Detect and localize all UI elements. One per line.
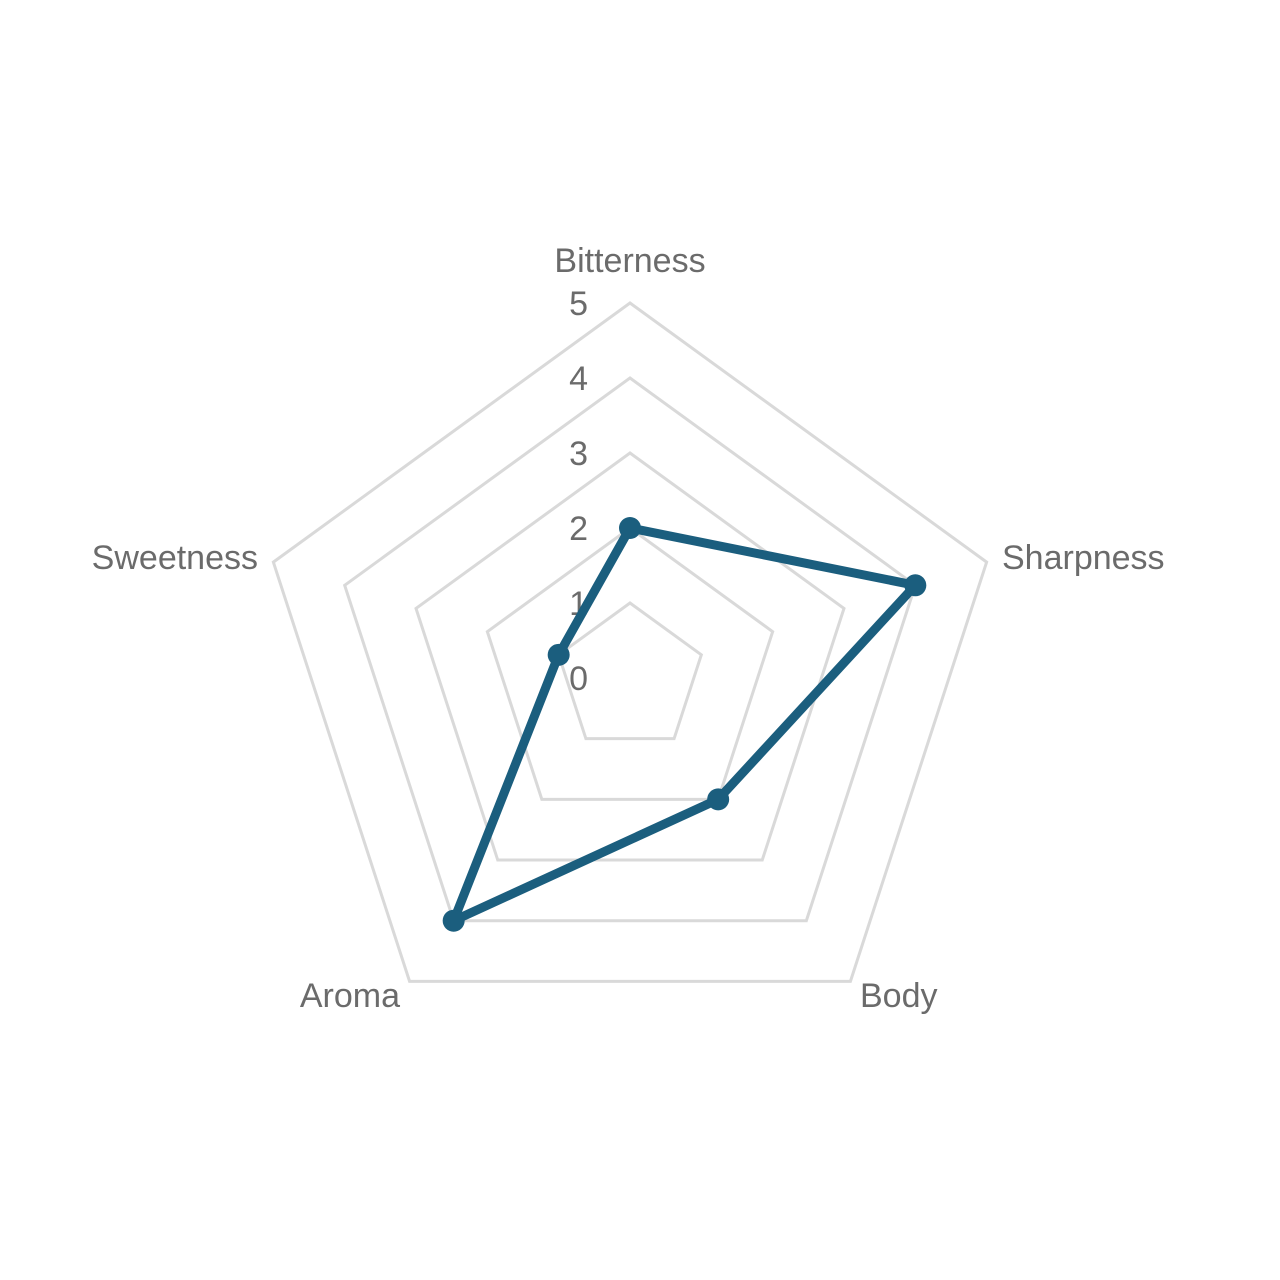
grid-ring-1 <box>556 601 704 741</box>
category-labels: Bitterness Sharpness Body Aroma Sweetness <box>92 242 1165 1015</box>
grid-ring-5 <box>271 301 989 983</box>
tick-label: 2 <box>569 510 588 548</box>
category-label-aroma: Aroma <box>300 977 400 1015</box>
data-point-sweetness <box>547 643 570 666</box>
tick-label: 5 <box>569 285 588 323</box>
category-label-bitterness: Bitterness <box>554 242 705 280</box>
data-point-body <box>707 788 730 811</box>
category-label-sweetness: Sweetness <box>92 539 258 577</box>
series-line <box>449 523 920 926</box>
grid-ring-4 <box>342 376 918 923</box>
grid-rings <box>271 301 989 983</box>
category-label-body: Body <box>860 977 938 1015</box>
grid-ring-2 <box>485 526 775 801</box>
tick-label: 0 <box>569 660 588 698</box>
data-point-aroma <box>442 909 465 932</box>
data-point-sharpness <box>904 574 927 597</box>
grid-ring-3 <box>414 451 846 862</box>
tick-label: 4 <box>569 360 588 398</box>
data-point-bitterness <box>619 517 641 539</box>
category-label-sharpness: Sharpness <box>1002 539 1165 577</box>
tick-label: 3 <box>569 435 588 473</box>
series <box>442 517 927 932</box>
